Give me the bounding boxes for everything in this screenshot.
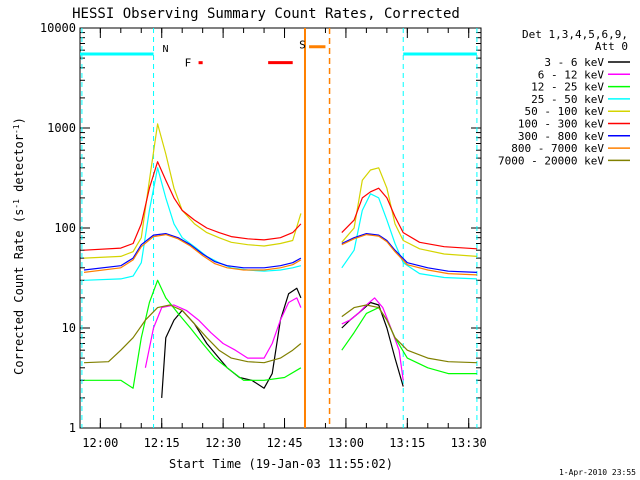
- legend-header-line-1: Det 1,3,4,5,6,9,: [522, 28, 628, 41]
- y-axis-label-main: Corrected Count Rate (s: [12, 209, 26, 375]
- series-line-5: [83, 161, 477, 251]
- y-tick-label: 10: [62, 321, 76, 335]
- x-tick-label: 12:45: [266, 436, 302, 450]
- x-tick-label: 13:15: [389, 436, 425, 450]
- y-axis-label: Corrected Count Rate (s-1 detector-1): [12, 117, 26, 375]
- series-line-3: [83, 167, 477, 281]
- footer-timestamp: 1-Apr-2010 23:55: [559, 468, 636, 477]
- legend-label-6: 300 - 800 keV: [518, 130, 604, 143]
- flag-label-s: S: [299, 39, 306, 52]
- legend-header: Det 1,3,4,5,6,9, Att 0: [522, 28, 628, 53]
- series-line-1: [144, 297, 404, 381]
- y-axis-label-exp-1: -1: [12, 199, 21, 209]
- series-line-8: [83, 304, 477, 364]
- x-tick-label: 12:15: [144, 436, 180, 450]
- flag-label-n: N: [163, 44, 169, 55]
- x-tick-label: 12:30: [205, 436, 241, 450]
- legend-label-4: 50 - 100 keV: [525, 105, 605, 118]
- legend-label-1: 6 - 12 keV: [538, 68, 605, 81]
- legend-label-8: 7000 - 20000 keV: [498, 154, 604, 167]
- legend-label-5: 100 - 300 keV: [518, 118, 604, 131]
- y-tick-label: 1: [69, 421, 76, 435]
- y-tick-label: 1000: [47, 121, 76, 135]
- legend-label-7: 800 - 7000 keV: [511, 142, 604, 155]
- legend-label-3: 25 - 50 keV: [531, 93, 604, 106]
- y-tick-label: 100: [54, 221, 76, 235]
- plot-area: 1 10 100 1000 10000 12:00 12:15 12:30 12:45 13:00…: [40, 21, 487, 450]
- x-tick-label: 13:00: [328, 436, 364, 450]
- x-tick-label: 13:30: [451, 436, 487, 450]
- series-line-4: [83, 123, 477, 259]
- x-tick-label: 12:00: [82, 436, 118, 450]
- series-line-2: [84, 279, 477, 389]
- series-line-7: [83, 234, 477, 276]
- flag-label-f: F: [185, 57, 192, 70]
- y-axis-label-end: ): [12, 117, 26, 124]
- chart-title: HESSI Observing Summary Count Rates, Cor…: [72, 6, 460, 22]
- series-line-6: [83, 233, 477, 273]
- y-axis-label-mid: detector: [12, 134, 26, 199]
- y-tick-label: 10000: [40, 21, 76, 35]
- legend-label-0: 3 - 6 keV: [544, 56, 604, 69]
- y-axis-label-exp-2: -1: [12, 124, 21, 134]
- legend-header-line-2: Att 0: [595, 40, 628, 53]
- legend-label-2: 12 - 25 keV: [531, 81, 604, 94]
- x-axis-label: Start Time (19-Jan-03 11:55:02): [169, 457, 393, 471]
